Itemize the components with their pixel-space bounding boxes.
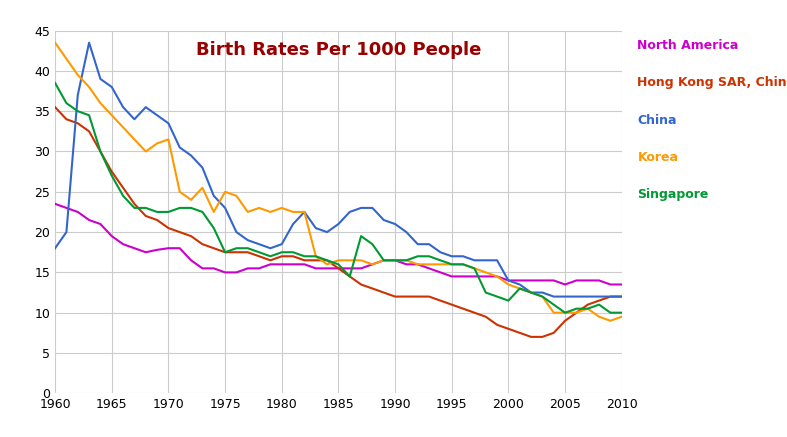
- North America: [617, 282, 626, 287]
- Korea: [220, 189, 230, 194]
- Line: China: China: [55, 43, 622, 297]
- Singapore: [458, 262, 467, 267]
- Singapore: [617, 310, 626, 316]
- China: [436, 250, 445, 255]
- China: [231, 229, 241, 235]
- North America: [175, 246, 184, 251]
- Singapore: [175, 205, 184, 211]
- Hong Kong SAR, China: [220, 250, 230, 255]
- Text: Korea: Korea: [637, 151, 678, 164]
- Line: Korea: Korea: [55, 43, 622, 321]
- Hong Kong SAR, China: [231, 250, 241, 255]
- Text: Birth Rates Per 1000 People: Birth Rates Per 1000 People: [196, 42, 481, 59]
- North America: [50, 201, 60, 207]
- Korea: [606, 318, 615, 323]
- Korea: [424, 262, 434, 267]
- North America: [560, 282, 570, 287]
- North America: [458, 274, 467, 279]
- Hong Kong SAR, China: [424, 294, 434, 299]
- North America: [424, 266, 434, 271]
- North America: [220, 270, 230, 275]
- Singapore: [231, 246, 241, 251]
- Singapore: [424, 253, 434, 259]
- Hong Kong SAR, China: [50, 104, 60, 110]
- Korea: [458, 262, 467, 267]
- Line: Hong Kong SAR, China: Hong Kong SAR, China: [55, 107, 622, 337]
- China: [470, 258, 479, 263]
- Text: China: China: [637, 114, 677, 127]
- China: [606, 294, 615, 299]
- Korea: [50, 40, 60, 45]
- China: [617, 294, 626, 299]
- North America: [606, 282, 615, 287]
- North America: [231, 270, 241, 275]
- Hong Kong SAR, China: [458, 306, 467, 311]
- China: [84, 40, 94, 45]
- Korea: [231, 193, 241, 198]
- Hong Kong SAR, China: [175, 229, 184, 235]
- Text: Hong Kong SAR, China: Hong Kong SAR, China: [637, 76, 787, 90]
- Singapore: [50, 80, 60, 86]
- China: [50, 246, 60, 251]
- Line: Singapore: Singapore: [55, 83, 622, 313]
- Singapore: [560, 310, 570, 316]
- Singapore: [220, 250, 230, 255]
- Korea: [617, 314, 626, 319]
- Line: North America: North America: [55, 204, 622, 284]
- Korea: [594, 314, 604, 319]
- China: [243, 238, 253, 243]
- Hong Kong SAR, China: [527, 334, 536, 340]
- Text: North America: North America: [637, 39, 739, 52]
- Singapore: [606, 310, 615, 316]
- Text: Singapore: Singapore: [637, 188, 709, 201]
- Korea: [175, 189, 184, 194]
- Hong Kong SAR, China: [606, 294, 615, 299]
- China: [187, 153, 196, 158]
- Hong Kong SAR, China: [617, 294, 626, 299]
- China: [549, 294, 559, 299]
